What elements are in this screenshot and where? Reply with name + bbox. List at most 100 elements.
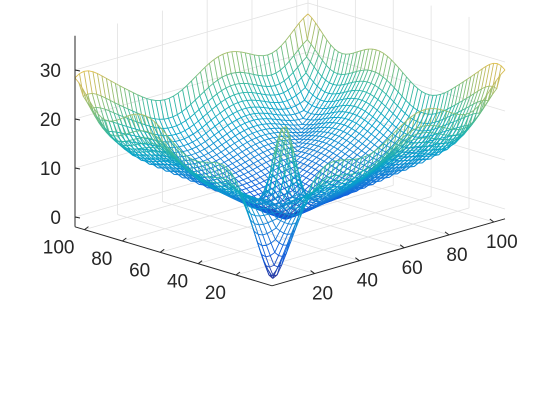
mesh-segment	[288, 212, 293, 216]
mesh-segment	[398, 132, 405, 139]
mesh-segment	[133, 142, 139, 150]
mesh-segment	[290, 199, 296, 203]
mesh-segment	[244, 128, 249, 131]
mesh-segment	[284, 119, 290, 126]
mesh-segment	[114, 83, 120, 105]
mesh-segment	[310, 139, 316, 145]
mesh-segment	[294, 119, 299, 121]
mesh-segment	[388, 113, 394, 121]
mesh-segment	[188, 133, 194, 138]
mesh-segment	[340, 83, 345, 86]
mesh-segment	[377, 142, 384, 148]
mesh-segment	[442, 149, 448, 152]
mesh-segment	[152, 139, 158, 147]
mesh-segment	[340, 153, 346, 159]
mesh-segment	[434, 120, 440, 130]
mesh-segment	[386, 140, 392, 146]
mesh-segment	[365, 178, 371, 181]
mesh-segment	[220, 99, 226, 103]
mesh-segment	[305, 72, 311, 78]
mesh-segment	[404, 163, 410, 168]
mesh-segment	[249, 53, 254, 75]
mesh-segment	[292, 182, 298, 184]
mesh-segment	[304, 148, 310, 154]
mesh-segment	[203, 155, 208, 160]
mesh-segment	[280, 213, 286, 221]
mesh-segment	[233, 198, 238, 201]
mesh-segment	[191, 76, 197, 82]
mesh-segment	[310, 135, 316, 141]
mesh-segment	[256, 170, 262, 174]
mesh-segment	[270, 202, 275, 206]
mesh-segment	[254, 147, 260, 152]
mesh-segment	[355, 130, 360, 134]
mesh-segment	[275, 227, 281, 232]
mesh-segment	[447, 88, 453, 110]
mesh-segment	[131, 119, 137, 123]
mesh-segment	[162, 154, 167, 157]
mesh-segment	[401, 76, 407, 97]
mesh-segment	[196, 139, 202, 145]
mesh-segment	[294, 174, 301, 196]
mesh-segment	[135, 128, 141, 131]
mesh-segment	[309, 119, 315, 126]
mesh-segment	[311, 107, 317, 114]
mesh-segment	[221, 141, 227, 146]
mesh-segment	[465, 76, 472, 99]
mesh-segment	[329, 144, 334, 148]
mesh-segment	[331, 93, 337, 102]
mesh-segment	[408, 107, 414, 117]
mesh-segment	[317, 71, 323, 77]
mesh-segment	[264, 208, 269, 215]
mesh-segment	[332, 180, 337, 185]
mesh-segment	[342, 186, 348, 189]
mesh-segment	[244, 161, 250, 167]
mesh-segment	[378, 87, 383, 92]
mesh-segment	[273, 136, 279, 139]
mesh-segment	[148, 138, 153, 146]
mesh-segment	[299, 157, 305, 163]
mesh-segment	[332, 155, 338, 160]
mesh-segment	[131, 127, 136, 130]
mesh-segment	[260, 203, 266, 209]
mesh-segment	[341, 192, 346, 196]
mesh-segment	[355, 70, 361, 82]
mesh-segment	[179, 165, 184, 169]
mesh-segment	[115, 82, 121, 87]
mesh-segment	[399, 160, 404, 162]
mesh-segment	[263, 145, 268, 151]
mesh-segment	[253, 163, 258, 168]
mesh-segment	[311, 162, 317, 168]
mesh-segment	[160, 99, 165, 101]
mesh-segment	[199, 91, 205, 97]
mesh-segment	[245, 115, 250, 122]
mesh-segment	[277, 128, 283, 140]
mesh-segment	[320, 200, 326, 204]
mesh-segment	[352, 71, 357, 73]
mesh-segment	[232, 197, 237, 200]
mesh-segment	[207, 101, 213, 110]
mesh-segment	[327, 159, 333, 164]
mesh-segment	[273, 132, 279, 138]
mesh-segment	[396, 117, 401, 122]
mesh-segment	[358, 90, 363, 92]
mesh-segment	[226, 138, 232, 143]
mesh-segment	[206, 167, 211, 170]
mesh-segment	[204, 177, 209, 181]
mesh-segment	[267, 54, 272, 76]
mesh-segment	[362, 143, 367, 147]
mesh-segment	[330, 138, 335, 142]
mesh-segment	[305, 147, 310, 150]
mesh-segment	[344, 117, 349, 121]
mesh-segment	[317, 203, 323, 206]
mesh-segment	[253, 197, 258, 201]
mesh-segment	[361, 108, 366, 112]
mesh-segment	[333, 194, 339, 198]
mesh-segment	[262, 75, 267, 87]
mesh-segment	[259, 106, 264, 114]
mesh-segment	[342, 53, 346, 55]
mesh-segment	[275, 239, 280, 244]
mesh-segment	[291, 95, 297, 99]
mesh-segment	[277, 173, 282, 179]
mesh-segment	[378, 134, 384, 141]
